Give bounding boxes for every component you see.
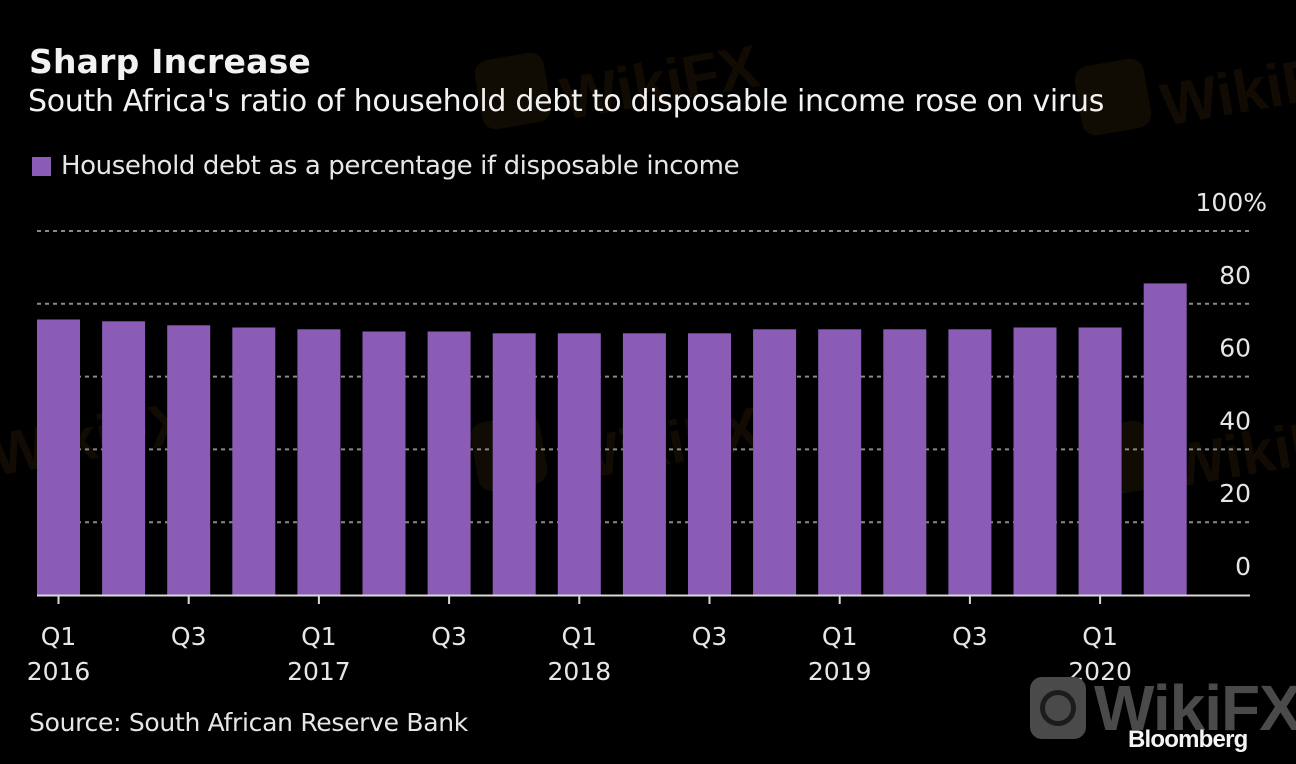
x-tick-year-label: 2017: [287, 657, 351, 686]
x-tick-label: Q3: [171, 622, 207, 651]
chart-title: Sharp Increase: [29, 42, 311, 81]
bar: [557, 333, 601, 595]
chart-subtitle: South Africa's ratio of household debt t…: [28, 84, 1105, 119]
x-tick-label: Q3: [431, 622, 467, 651]
bar: [753, 329, 797, 595]
y-tick-label: 60: [1219, 334, 1251, 363]
bar: [102, 321, 146, 595]
wikifx-watermark: WikiFX: [1030, 676, 1296, 740]
x-tick-label: Q1: [562, 622, 598, 651]
bar: [297, 329, 341, 595]
legend-swatch: [32, 156, 51, 176]
bar: [492, 333, 536, 595]
legend-label: Household debt as a percentage if dispos…: [61, 151, 740, 181]
x-tick-label: Q1: [1082, 622, 1118, 651]
wikifx-watermark-text: WikiFX: [1094, 672, 1296, 744]
bar: [883, 329, 927, 595]
x-tick-label: Q3: [952, 622, 988, 651]
bar: [948, 329, 992, 595]
bar: [688, 333, 731, 595]
x-tick-year-label: 2016: [27, 657, 91, 686]
y-tick-label: 80: [1219, 261, 1251, 290]
x-tick-label: Q3: [692, 622, 728, 651]
bloomberg-logo: Bloomberg: [1128, 726, 1248, 753]
y-tick-label: 40: [1219, 406, 1251, 435]
bar: [167, 325, 211, 595]
bar: [37, 319, 80, 595]
y-tick-label: 100%: [1196, 188, 1267, 217]
bar: [362, 331, 406, 595]
source-note: Source: South African Reserve Bank: [29, 708, 468, 737]
x-tick-label: Q1: [822, 622, 858, 651]
bar: [1078, 327, 1122, 595]
x-tick-year-label: 2019: [808, 657, 872, 686]
bar: [1143, 283, 1187, 595]
x-tick-label: Q1: [301, 622, 337, 651]
bar: [427, 331, 471, 595]
x-tick-label: Q1: [41, 622, 77, 651]
legend: Household debt as a percentage if dispos…: [32, 151, 740, 181]
bar: [818, 329, 862, 595]
y-tick-label: 20: [1219, 479, 1251, 508]
x-tick-year-label: 2018: [547, 657, 611, 686]
bar: [622, 333, 666, 595]
bars: [37, 283, 1187, 595]
bar: [232, 327, 276, 595]
y-tick-label: 0: [1235, 552, 1251, 581]
bar: [1013, 327, 1057, 595]
wikifx-logo-icon: [1030, 677, 1086, 739]
y-axis-labels: 0 20 40 60 80 100%: [1196, 188, 1267, 581]
